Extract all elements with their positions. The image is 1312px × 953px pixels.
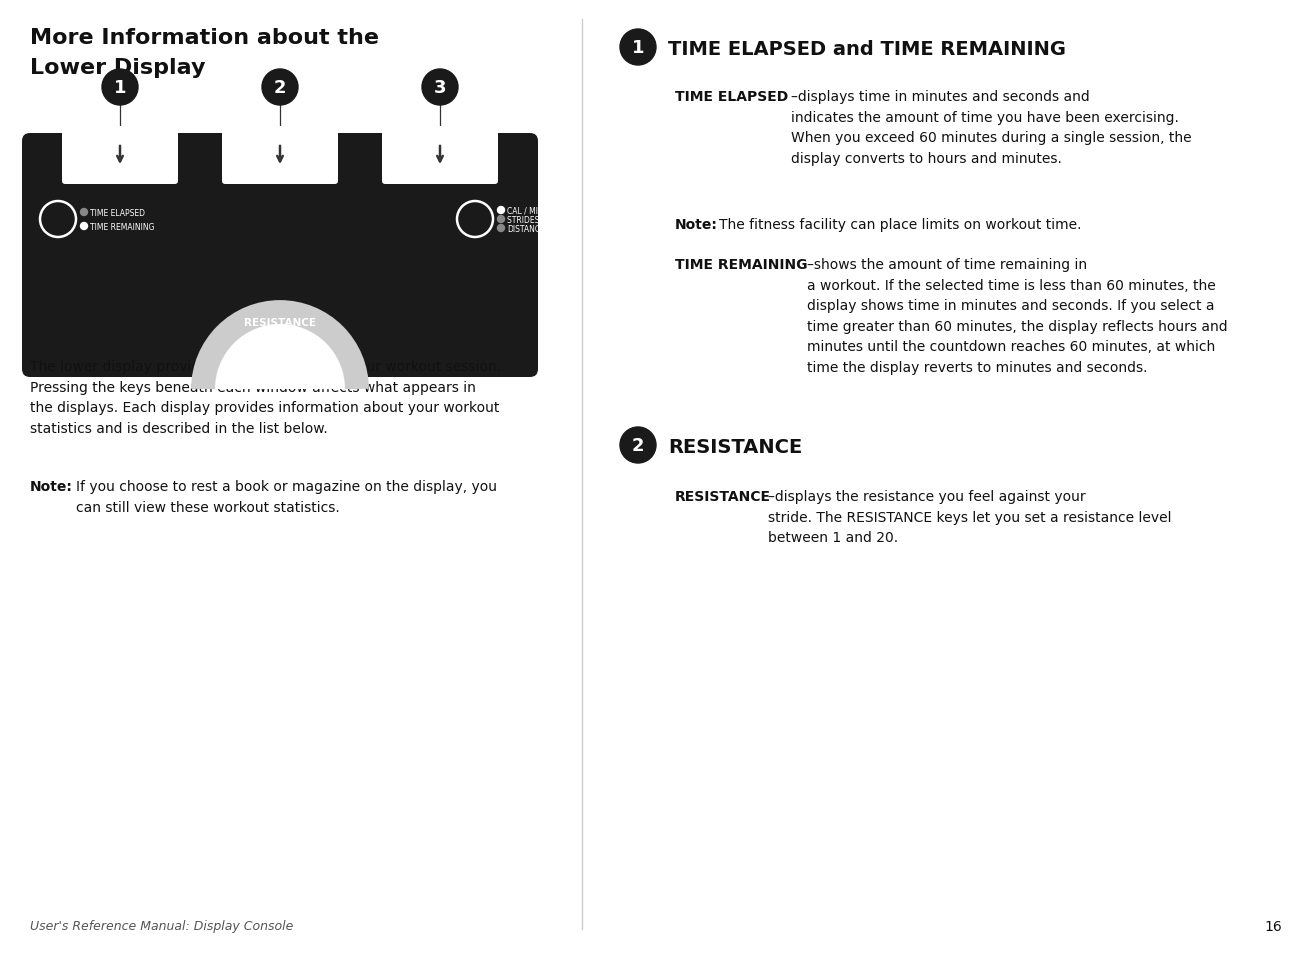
- Circle shape: [497, 208, 505, 214]
- Circle shape: [80, 223, 88, 231]
- Text: –shows the amount of time remaining in
a workout. If the selected time is less t: –shows the amount of time remaining in a…: [807, 257, 1228, 375]
- Text: 16: 16: [1265, 919, 1282, 933]
- Text: 2: 2: [632, 436, 644, 455]
- Wedge shape: [215, 325, 345, 390]
- Text: RESISTANCE: RESISTANCE: [244, 317, 316, 328]
- Text: TIME ELAPSED and TIME REMAINING: TIME ELAPSED and TIME REMAINING: [668, 40, 1065, 59]
- Circle shape: [497, 216, 505, 223]
- FancyBboxPatch shape: [382, 127, 499, 185]
- Text: If you choose to rest a book or magazine on the display, you
can still view thes: If you choose to rest a book or magazine…: [76, 479, 497, 514]
- Circle shape: [621, 30, 656, 66]
- Text: TIME REMAINING: TIME REMAINING: [674, 257, 807, 272]
- Text: RESISTANCE: RESISTANCE: [668, 437, 802, 456]
- Text: User's Reference Manual: Display Console: User's Reference Manual: Display Console: [30, 919, 294, 932]
- Circle shape: [621, 428, 656, 463]
- Circle shape: [262, 70, 298, 106]
- FancyBboxPatch shape: [22, 133, 538, 377]
- Text: 1: 1: [632, 39, 644, 57]
- Text: DISTANCE: DISTANCE: [506, 224, 544, 233]
- Text: Note:: Note:: [30, 479, 73, 494]
- Text: Lower Display: Lower Display: [30, 58, 206, 78]
- Circle shape: [422, 70, 458, 106]
- Text: 1: 1: [114, 79, 126, 97]
- Circle shape: [80, 210, 88, 216]
- Text: 3: 3: [434, 79, 446, 97]
- Text: TIME ELAPSED: TIME ELAPSED: [674, 90, 789, 104]
- FancyBboxPatch shape: [62, 127, 178, 185]
- Text: TIME REMAINING: TIME REMAINING: [91, 222, 155, 232]
- Text: 2: 2: [274, 79, 286, 97]
- Text: STRIDES / MIN: STRIDES / MIN: [506, 215, 562, 224]
- Text: More Information about the: More Information about the: [30, 28, 379, 48]
- Text: –displays time in minutes and seconds and
indicates the amount of time you have : –displays time in minutes and seconds an…: [791, 90, 1191, 166]
- Text: Note:: Note:: [674, 218, 718, 232]
- Text: RESISTANCE: RESISTANCE: [674, 490, 771, 503]
- Circle shape: [497, 225, 505, 233]
- Text: –displays the resistance you feel against your
stride. The RESISTANCE keys let y: –displays the resistance you feel agains…: [768, 490, 1172, 544]
- Text: CAL / MIN: CAL / MIN: [506, 206, 543, 215]
- Text: The lower display provides information about your workout session.
Pressing the : The lower display provides information a…: [30, 359, 501, 436]
- Text: The fitness facility can place limits on workout time.: The fitness facility can place limits on…: [719, 218, 1081, 232]
- Circle shape: [102, 70, 138, 106]
- FancyBboxPatch shape: [222, 127, 338, 185]
- Text: TIME ELAPSED: TIME ELAPSED: [91, 209, 146, 217]
